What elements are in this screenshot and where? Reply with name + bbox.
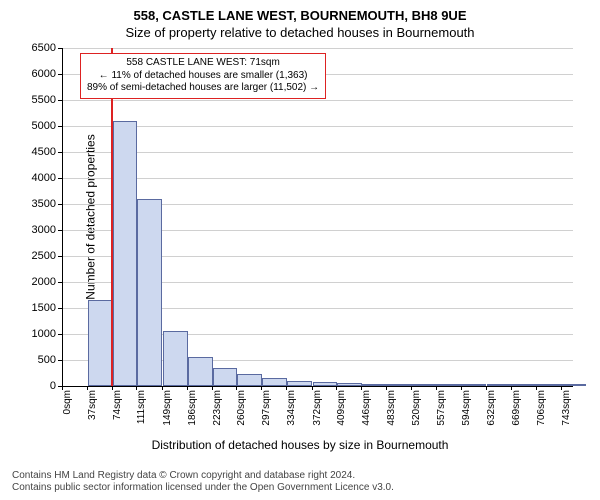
- histogram-bar: [163, 331, 188, 386]
- x-axis-label: Distribution of detached houses by size …: [0, 438, 600, 452]
- histogram-bar: [412, 384, 437, 386]
- ytick-label: 5000: [16, 120, 56, 132]
- histogram-bar: [188, 357, 213, 386]
- ytick-label: 4000: [16, 172, 56, 184]
- xtick-label: 669sqm: [511, 390, 522, 440]
- histogram-bar: [562, 384, 587, 386]
- gridline: [63, 48, 573, 49]
- xtick-label: 260sqm: [236, 390, 247, 440]
- ytick-mark: [58, 74, 62, 75]
- gridline: [63, 152, 573, 153]
- xtick-label: 520sqm: [411, 390, 422, 440]
- plot-area: [62, 48, 573, 387]
- histogram-bar: [512, 384, 537, 386]
- xtick-label: 706sqm: [536, 390, 547, 440]
- chart-title-line2: Size of property relative to detached ho…: [0, 23, 600, 42]
- ytick-mark: [58, 100, 62, 101]
- histogram-bar: [537, 384, 562, 386]
- ytick-label: 1500: [16, 302, 56, 314]
- xtick-label: 334sqm: [286, 390, 297, 440]
- xtick-label: 37sqm: [87, 390, 98, 440]
- ytick-mark: [58, 152, 62, 153]
- annotation-line1: 558 CASTLE LANE WEST: 71sqm: [87, 57, 319, 70]
- histogram-bar: [287, 381, 312, 386]
- histogram-bar: [313, 382, 338, 386]
- annotation-line3: 89% of semi-detached houses are larger (…: [87, 82, 319, 95]
- histogram-bar: [362, 384, 387, 386]
- ytick-mark: [58, 308, 62, 309]
- ytick-label: 6000: [16, 68, 56, 80]
- annotation-line2: ← 11% of detached houses are smaller (1,…: [87, 70, 319, 83]
- xtick-label: 297sqm: [261, 390, 272, 440]
- ytick-mark: [58, 178, 62, 179]
- gridline: [63, 126, 573, 127]
- ytick-label: 2500: [16, 250, 56, 262]
- ytick-label: 2000: [16, 276, 56, 288]
- histogram-bar: [113, 121, 138, 386]
- xtick-label: 111sqm: [136, 390, 147, 440]
- histogram-bar: [137, 199, 162, 386]
- ytick-label: 500: [16, 354, 56, 366]
- histogram-bar: [462, 384, 487, 386]
- xtick-label: 186sqm: [187, 390, 198, 440]
- xtick-label: 632sqm: [486, 390, 497, 440]
- gridline: [63, 100, 573, 101]
- footer-line1: Contains HM Land Registry data © Crown c…: [12, 470, 394, 482]
- ytick-mark: [58, 230, 62, 231]
- ytick-mark: [58, 48, 62, 49]
- reference-line: [111, 48, 113, 386]
- chart-container: 558, CASTLE LANE WEST, BOURNEMOUTH, BH8 …: [0, 0, 600, 500]
- ytick-mark: [58, 360, 62, 361]
- ytick-label: 6500: [16, 42, 56, 54]
- ytick-mark: [58, 126, 62, 127]
- ytick-label: 4500: [16, 146, 56, 158]
- ytick-label: 3000: [16, 224, 56, 236]
- ytick-label: 3500: [16, 198, 56, 210]
- ytick-mark: [58, 282, 62, 283]
- xtick-label: 74sqm: [112, 390, 123, 440]
- histogram-bar: [237, 374, 262, 386]
- xtick-label: 483sqm: [386, 390, 397, 440]
- xtick-label: 0sqm: [62, 390, 73, 440]
- xtick-label: 149sqm: [162, 390, 173, 440]
- ytick-label: 1000: [16, 328, 56, 340]
- histogram-bar: [387, 384, 412, 386]
- histogram-bar: [262, 378, 287, 386]
- histogram-bar: [437, 384, 462, 386]
- gridline: [63, 178, 573, 179]
- histogram-bar: [487, 384, 512, 386]
- histogram-bar: [337, 383, 362, 386]
- ytick-mark: [58, 204, 62, 205]
- xtick-label: 372sqm: [312, 390, 323, 440]
- ytick-label: 0: [16, 380, 56, 392]
- ytick-mark: [58, 256, 62, 257]
- xtick-label: 594sqm: [461, 390, 472, 440]
- chart-title-line1: 558, CASTLE LANE WEST, BOURNEMOUTH, BH8 …: [0, 0, 600, 23]
- xtick-label: 446sqm: [361, 390, 372, 440]
- xtick-label: 557sqm: [436, 390, 447, 440]
- xtick-label: 223sqm: [212, 390, 223, 440]
- annotation-box: 558 CASTLE LANE WEST: 71sqm ← 11% of det…: [80, 53, 326, 99]
- xtick-label: 743sqm: [561, 390, 572, 440]
- ytick-label: 5500: [16, 94, 56, 106]
- xtick-label: 409sqm: [336, 390, 347, 440]
- footer-line2: Contains public sector information licen…: [12, 482, 394, 494]
- footer-attribution: Contains HM Land Registry data © Crown c…: [12, 470, 394, 494]
- histogram-bar: [88, 300, 113, 386]
- histogram-bar: [213, 368, 238, 386]
- ytick-mark: [58, 334, 62, 335]
